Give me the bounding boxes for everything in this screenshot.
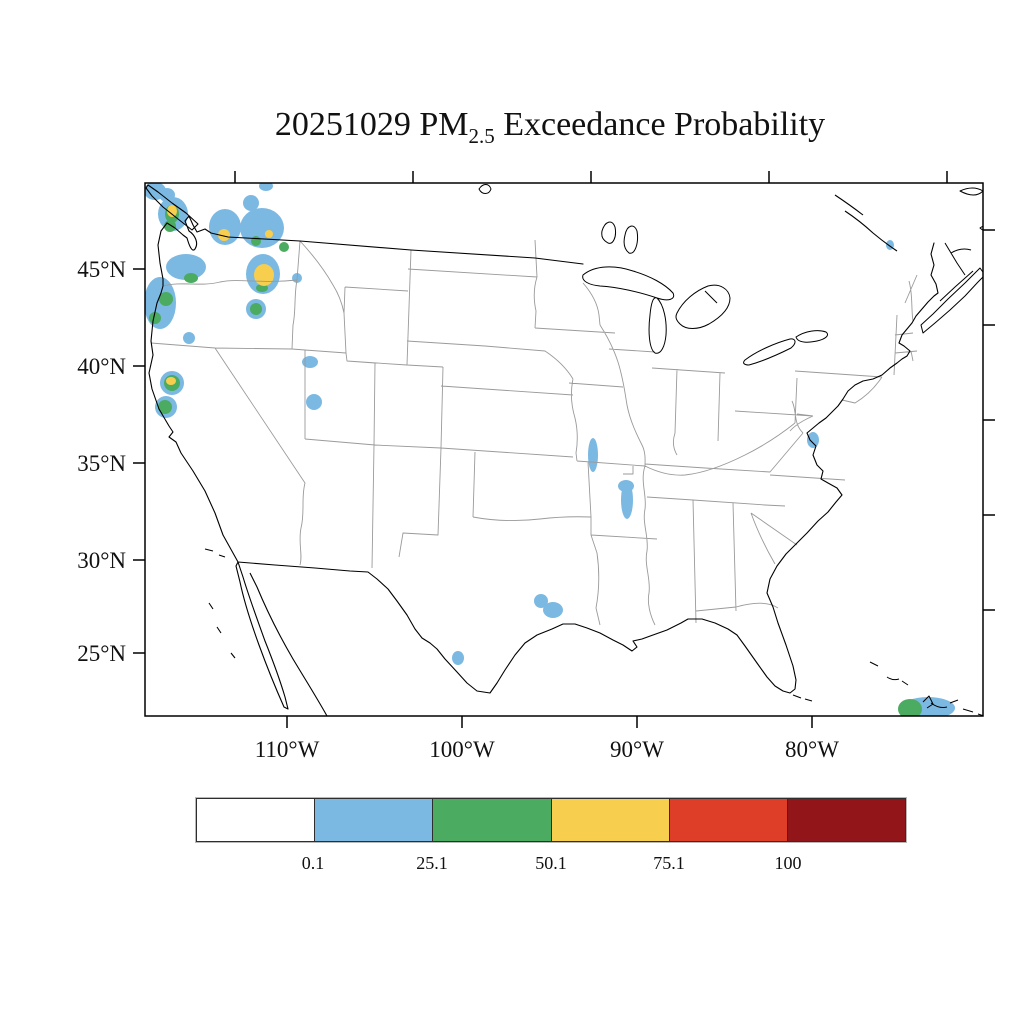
lon-tick-label: 90°W: [610, 737, 664, 762]
coastline: [148, 215, 939, 694]
probability-region-low: [243, 195, 259, 211]
colorbar-labels: 0.1 25.1 50.1 75.1 100: [195, 853, 907, 877]
title-prefix: 20251029 PM: [274, 106, 469, 143]
probability-region-medium: [898, 699, 922, 716]
probability-region-high: [218, 229, 230, 241]
probability-region-medium: [159, 292, 173, 306]
probability-region-low: [807, 432, 819, 448]
probability-region-low: [302, 356, 318, 368]
map-frame: [144, 182, 984, 717]
colorbar-label: 100: [774, 853, 802, 873]
colorbar-cell-medium: [433, 798, 552, 842]
lon-tick-label: 100°W: [429, 737, 495, 762]
colorbar-cell-low: [315, 798, 434, 842]
probability-region-medium: [149, 312, 161, 324]
probability-region-medium: [250, 303, 262, 315]
probability-region-low: [166, 254, 206, 280]
probability-region-low: [452, 651, 464, 665]
vancouver-island: [145, 184, 898, 252]
axis-tick-labels: 45°N 40°N 35°N 30°N 25°N 110°W 100°W 90°W 80°W: [77, 257, 839, 762]
lat-tick-label: 45°N: [77, 257, 126, 282]
colorbar: [195, 797, 907, 843]
colorbar-label: 75.1: [653, 853, 685, 873]
colorbar-label: 50.1: [535, 853, 567, 873]
probability-region-low: [240, 208, 284, 248]
colorbar-label: 25.1: [416, 853, 448, 873]
probability-region-medium: [251, 236, 261, 246]
probability-region-low: [209, 209, 241, 245]
probability-region-high: [167, 205, 177, 217]
lon-tick-label: 110°W: [255, 737, 320, 762]
probability-region-low: [259, 183, 273, 191]
lat-tick-label: 35°N: [77, 451, 126, 476]
probability-region-medium: [256, 284, 268, 292]
colorbar-cell-none: [196, 798, 316, 842]
lon-tick-label: 80°W: [785, 737, 839, 762]
colorbar-cell-extreme: [787, 798, 907, 842]
great-lakes: [478, 184, 829, 366]
lat-tick-label: 25°N: [77, 641, 126, 666]
colorbar-cell-high: [551, 798, 670, 842]
probability-blobs: [145, 183, 955, 716]
lat-tick-label: 30°N: [77, 548, 126, 573]
colorbar-cell-very-high: [669, 798, 788, 842]
title-subscript: 2.5: [468, 123, 495, 148]
state-borders: [150, 239, 918, 626]
probability-region-medium: [184, 273, 198, 283]
colorbar-label: 0.1: [301, 853, 325, 873]
lat-tick-label: 40°N: [77, 354, 126, 379]
probability-region-low: [183, 332, 195, 344]
probability-region-low: [543, 602, 563, 618]
title-suffix: Exceedance Probability: [494, 106, 826, 143]
probability-region-high: [254, 264, 274, 286]
probability-region-low: [588, 438, 598, 472]
probability-region-high: [265, 230, 273, 238]
probability-region-medium: [279, 242, 289, 252]
probability-region-medium: [164, 220, 176, 232]
probability-region-high: [166, 377, 176, 385]
probability-region-low: [621, 481, 633, 519]
cuba-bahamas: [792, 661, 983, 716]
axis-ticks: [133, 171, 995, 728]
figure-title: 20251029 PM2.5 Exceedance Probability: [110, 106, 990, 149]
probability-region-low: [534, 594, 548, 608]
probability-region-medium: [158, 400, 172, 414]
mexico-baja: [204, 548, 328, 716]
maritime-canada: [920, 187, 983, 334]
probability-region-low: [306, 394, 322, 410]
